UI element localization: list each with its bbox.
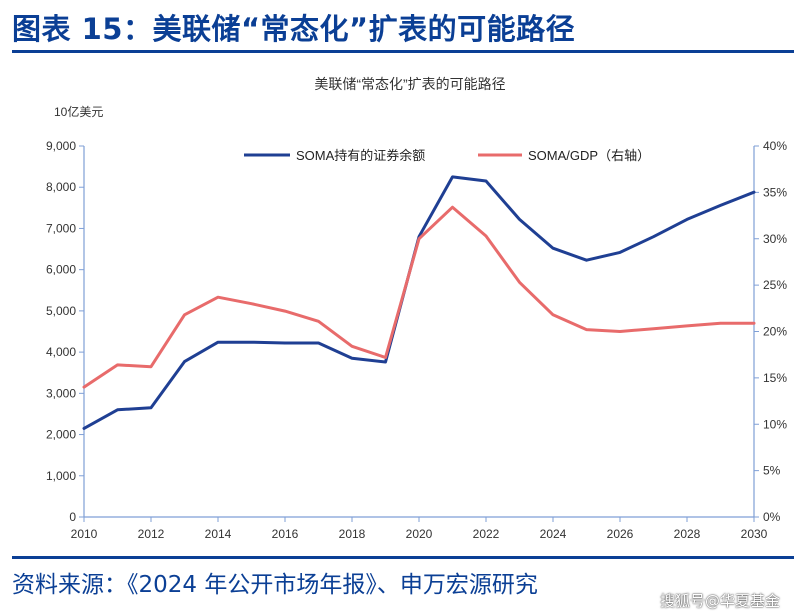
left-tick-label: 7,000 bbox=[46, 221, 76, 235]
legend: SOMA持有的证券余额 SOMA/GDP（右轴） bbox=[244, 148, 650, 163]
right-tick-label: 30% bbox=[763, 232, 787, 246]
legend-label-ratio: SOMA/GDP（右轴） bbox=[528, 148, 650, 163]
right-tick-label: 20% bbox=[763, 325, 787, 339]
right-tick-label: 0% bbox=[763, 510, 781, 524]
chart-area: 美联储“常态化”扩表的可能路径 10亿美元 0 1,000 2,000 3,000 4,… bbox=[0, 60, 806, 552]
right-tick-label: 25% bbox=[763, 278, 787, 292]
left-axis-unit: 10亿美元 bbox=[54, 104, 103, 119]
axes-group: 0 1,000 2,000 3,000 4,000 5,000 6,000 7,000 8,00… bbox=[46, 139, 787, 541]
left-tick-label: 4,000 bbox=[46, 345, 76, 359]
line-chart: 美联储“常态化”扩表的可能路径 10亿美元 0 1,000 2,000 3,000 4,… bbox=[46, 76, 787, 541]
source-note: 资料来源：《2024 年公开市场年报》、申万宏源研究 bbox=[12, 572, 538, 598]
series-line-ratio bbox=[82, 205, 756, 389]
footer-divider bbox=[12, 556, 794, 559]
left-tick-label: 6,000 bbox=[46, 263, 76, 277]
legend-label-soma: SOMA持有的证券余额 bbox=[296, 148, 425, 163]
left-tick-label: 1,000 bbox=[46, 469, 76, 483]
x-tick-label: 2022 bbox=[473, 527, 500, 541]
x-tick-label: 2014 bbox=[205, 527, 232, 541]
left-tick-label: 3,000 bbox=[46, 386, 76, 400]
page-title: 图表 15：美联储“常态化”扩表的可能路径 bbox=[12, 12, 576, 46]
right-tick-label: 35% bbox=[763, 185, 787, 199]
left-tick-label: 8,000 bbox=[46, 180, 76, 194]
x-tick-label: 2030 bbox=[741, 527, 768, 541]
right-tick-label: 40% bbox=[763, 139, 787, 153]
right-tick-label: 15% bbox=[763, 371, 787, 385]
x-tick-label: 2010 bbox=[71, 527, 98, 541]
right-tick-label: 10% bbox=[763, 417, 787, 431]
left-tick-label: 5,000 bbox=[46, 304, 76, 318]
title-divider bbox=[12, 50, 794, 53]
left-tick-label: 2,000 bbox=[46, 428, 76, 442]
x-tick-label: 2020 bbox=[406, 527, 433, 541]
right-tick-label: 5% bbox=[763, 464, 781, 478]
left-tick-label: 0 bbox=[69, 510, 76, 524]
x-tick-label: 2026 bbox=[607, 527, 634, 541]
chart-title: 美联储“常态化”扩表的可能路径 bbox=[314, 76, 505, 92]
left-tick-label: 9,000 bbox=[46, 139, 76, 153]
watermark: 搜狐号@华夏基金 bbox=[660, 592, 781, 610]
x-tick-label: 2028 bbox=[674, 527, 701, 541]
x-tick-label: 2012 bbox=[138, 527, 165, 541]
x-tick-label: 2018 bbox=[339, 527, 366, 541]
x-tick-label: 2024 bbox=[540, 527, 567, 541]
x-tick-label: 2016 bbox=[272, 527, 299, 541]
series-line-soma bbox=[82, 175, 756, 430]
series-lines bbox=[82, 175, 756, 430]
